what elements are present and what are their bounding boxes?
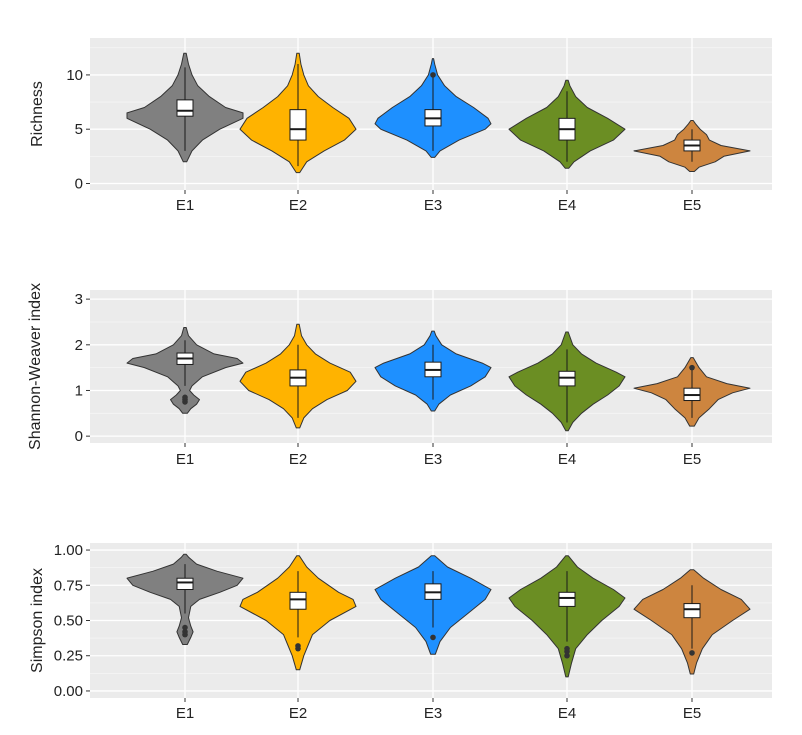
outlier-point — [430, 634, 436, 641]
y-axis-title: Richness — [29, 81, 46, 147]
x-tick-label-e3: E3 — [424, 451, 442, 468]
violin-e5 — [633, 357, 751, 427]
box — [683, 603, 701, 619]
box — [289, 591, 307, 610]
x-tick-label-e3: E3 — [424, 705, 442, 722]
y-tick-label: 0 — [75, 175, 83, 192]
violin-e1 — [126, 553, 244, 645]
box — [289, 109, 307, 141]
violin-e3 — [374, 555, 492, 655]
violin-e4 — [508, 331, 626, 432]
outlier-point — [182, 399, 188, 405]
outlier-point — [564, 652, 570, 659]
violin-e2 — [239, 323, 357, 429]
violin-e3 — [374, 58, 492, 158]
outlier-point — [295, 645, 301, 652]
x-tick-label-e2: E2 — [289, 705, 307, 722]
x-tick-label-e5: E5 — [683, 197, 701, 214]
y-axis-title: Shannon-Weaver index — [27, 283, 44, 450]
outlier-point — [182, 631, 188, 638]
violin-e1 — [126, 327, 244, 414]
y-axis-title: Simpson index — [29, 568, 46, 673]
y-tick-label: 0.50 — [54, 613, 83, 630]
box — [558, 591, 576, 607]
y-tick-label: 0.25 — [54, 648, 83, 665]
y-tick-label: 5 — [75, 121, 83, 138]
violin-e5 — [633, 120, 751, 172]
x-tick-label-e4: E4 — [558, 197, 576, 214]
box — [176, 577, 194, 591]
x-tick-label-e1: E1 — [176, 451, 194, 468]
box — [176, 99, 194, 117]
x-tick-label-e2: E2 — [289, 451, 307, 468]
x-tick-label-e2: E2 — [289, 197, 307, 214]
violin-panel-2: 0 1 2 3 Shannon-Weaver index E1 E2 E3 E4 E5 — [27, 283, 772, 468]
outlier-point — [564, 648, 570, 655]
violin-e2 — [239, 52, 357, 174]
violin-e1 — [126, 52, 244, 163]
y-tick-label: 2 — [75, 337, 83, 354]
y-tick-label: 1.00 — [54, 542, 83, 559]
violin-panel-1: 0 5 10 Richness E1 E2 E3 E4 E5 — [29, 38, 772, 214]
violin-e4 — [508, 79, 626, 169]
x-tick-label-e1: E1 — [176, 197, 194, 214]
x-tick-label-e3: E3 — [424, 197, 442, 214]
violin-e3 — [374, 330, 492, 412]
y-tick-label: 0.00 — [54, 683, 83, 700]
outlier-point — [182, 624, 188, 631]
x-tick-label-e4: E4 — [558, 705, 576, 722]
x-tick-label-e5: E5 — [683, 705, 701, 722]
y-tick-label: 10 — [66, 67, 83, 84]
outlier-point — [430, 72, 436, 78]
violin-e5 — [633, 569, 751, 675]
outlier-point — [182, 394, 188, 401]
outlier-point — [689, 364, 695, 371]
violin-e4 — [508, 555, 626, 678]
y-tick-label: 0 — [75, 428, 83, 445]
violin-e2 — [239, 555, 357, 671]
violin-panel-3: 0.00 0.25 0.50 0.75 1.00 Simpson index E1 E2 E3 E… — [29, 542, 772, 722]
y-tick-label: 1 — [75, 382, 83, 399]
y-tick-label: 3 — [75, 291, 83, 308]
y-tick-label: 0.75 — [54, 577, 83, 594]
outlier-point — [689, 650, 695, 656]
x-tick-label-e5: E5 — [683, 451, 701, 468]
x-tick-label-e1: E1 — [176, 705, 194, 722]
x-tick-label-e4: E4 — [558, 451, 576, 468]
